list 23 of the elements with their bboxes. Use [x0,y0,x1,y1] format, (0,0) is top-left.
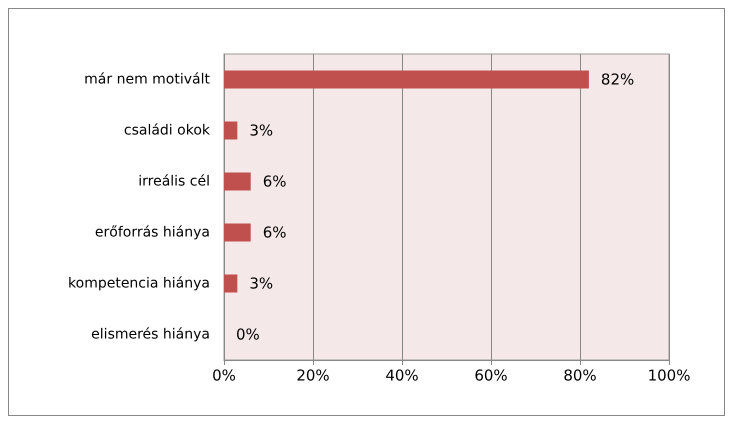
data-label: 82% [600,70,634,88]
x-tick-label: 80% [563,366,597,384]
bar [224,224,251,242]
bar [224,274,238,292]
data-label: 0% [236,326,260,344]
x-tick-label: 60% [474,366,508,384]
x-tick-label: 40% [385,366,419,384]
x-tick-label: 0% [212,366,236,384]
data-label: 6% [262,224,286,242]
y-tick-label: kompetencia hiánya [68,276,210,292]
bar [224,172,251,190]
bar [224,122,238,140]
x-tick-label: 20% [296,366,330,384]
y-tick-label: már nem motivált [84,72,211,88]
x-tick-label: 100% [648,366,690,384]
bar [224,70,589,88]
y-tick-label: erőforrás hiánya [94,224,210,240]
y-tick-label: irreális cél [138,174,210,190]
data-label: 3% [249,122,274,140]
y-tick-label: elismerés hiánya [91,326,210,342]
y-tick-label: családi okok [124,122,211,138]
data-label: 6% [262,172,286,190]
data-label: 3% [249,274,274,292]
